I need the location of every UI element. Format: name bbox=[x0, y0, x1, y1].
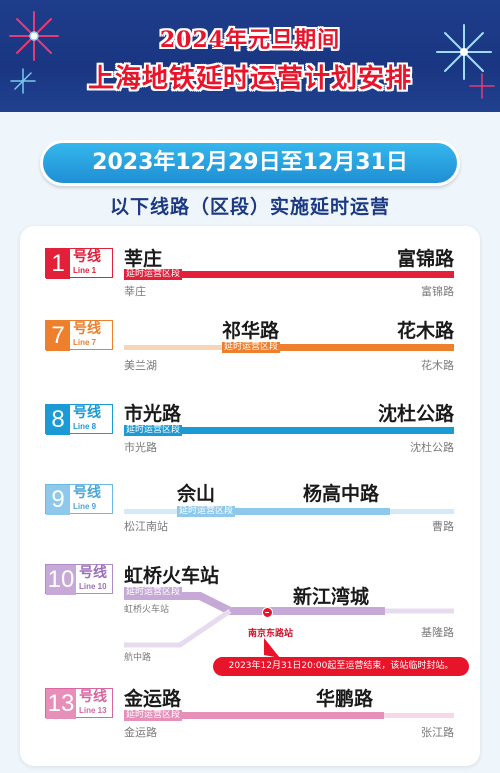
closed-station-icon bbox=[262, 607, 273, 618]
line13-full-route-bar bbox=[384, 713, 454, 718]
line10-terminus-end: 基隆路 bbox=[421, 626, 454, 639]
line10-extended-end-station: 新江湾城 bbox=[293, 586, 370, 608]
line13-extended-tag: 延时运营区段 bbox=[124, 710, 183, 721]
line7-extended-start-station: 祁华路 bbox=[222, 320, 280, 342]
line13-hao-xian: 号线 bbox=[79, 689, 107, 705]
line8-extended-bar bbox=[124, 427, 454, 434]
line13-badge: 13 号线 Line 13 bbox=[45, 688, 113, 719]
line10-badge: 10 号线 Line 10 bbox=[45, 564, 113, 595]
line10-branch-terminus: 航中路 bbox=[124, 653, 152, 663]
page-title-line1: 2024年元旦期间 bbox=[159, 27, 341, 53]
firework-decoration-left bbox=[9, 11, 59, 61]
line9-extended-bar bbox=[177, 508, 390, 515]
line13-terminus-start: 金运路 bbox=[124, 726, 157, 739]
line7-badge: 7 号线 Line 7 bbox=[45, 320, 113, 351]
line9-english: Line 9 bbox=[73, 502, 97, 511]
line9-hao-xian: 号线 bbox=[73, 485, 101, 501]
line10-number: 10 bbox=[46, 565, 76, 595]
line7-terminus-start: 美兰湖 bbox=[124, 359, 157, 372]
line7-extended-tag: 延时运营区段 bbox=[222, 342, 281, 353]
section-subtitle: 以下线路（区段）实施延时运营 bbox=[109, 196, 390, 218]
line10-english: Line 10 bbox=[79, 582, 107, 591]
line7-number: 7 bbox=[46, 321, 70, 351]
page-title-line2: 上海地铁延时运营计划安排 bbox=[87, 64, 412, 94]
line13-english: Line 13 bbox=[79, 706, 107, 715]
header-banner: 2024年元旦期间 上海地铁延时运营计划安排 bbox=[0, 0, 500, 112]
line9-badge: 9 号线 Line 9 bbox=[45, 484, 113, 515]
line1-terminus-end: 富锦路 bbox=[421, 285, 454, 298]
line1-extended-start-station: 莘庄 bbox=[124, 248, 163, 270]
line8-extended-start-station: 市光路 bbox=[124, 403, 182, 425]
line10-extended-start-station: 虹桥火车站 bbox=[124, 565, 220, 587]
line7-hao-xian: 号线 bbox=[73, 321, 101, 337]
line1-badge: 1 号线 Line 1 bbox=[45, 248, 113, 279]
line9-terminus-end: 曹路 bbox=[432, 520, 454, 533]
line9-extended-end-station: 杨高中路 bbox=[303, 483, 380, 505]
line8-terminus-end: 沈杜公路 bbox=[410, 441, 454, 454]
line13-extended-end-station: 华鹏路 bbox=[316, 688, 374, 710]
line8-english: Line 8 bbox=[73, 422, 97, 431]
line10-branch-pale-route bbox=[124, 608, 232, 648]
line13-extended-start-station: 金运路 bbox=[124, 688, 182, 710]
line8-hao-xian: 号线 bbox=[73, 405, 101, 421]
line8-extended-tag: 延时运营区段 bbox=[124, 425, 183, 436]
line8-badge: 8 号线 Line 8 bbox=[45, 404, 113, 435]
line9-full-route-bar-right bbox=[390, 509, 454, 514]
line10-extended-tag: 延时运营区段 bbox=[124, 587, 183, 598]
line1-number: 1 bbox=[46, 249, 70, 279]
line1-english: Line 1 bbox=[73, 266, 97, 275]
line7-terminus-end: 花木路 bbox=[421, 359, 454, 372]
line8-extended-end-station: 沈杜公路 bbox=[377, 403, 454, 425]
line10-terminus-start: 虹桥火车站 bbox=[124, 605, 170, 615]
line9-number: 9 bbox=[46, 485, 70, 515]
line7-english: Line 7 bbox=[73, 338, 97, 347]
firework-decoration-small-right bbox=[469, 73, 495, 99]
firework-decoration-right bbox=[436, 24, 492, 80]
line9-extended-tag: 延时运营区段 bbox=[177, 506, 236, 517]
line9-full-route-bar-left bbox=[124, 509, 178, 514]
closed-station-name: 南京东路站 bbox=[248, 629, 294, 639]
line1-hao-xian: 号线 bbox=[73, 249, 101, 265]
line10-hao-xian: 号线 bbox=[79, 565, 107, 581]
firework-decoration-small-left bbox=[10, 68, 36, 94]
line7-extended-end-station: 花木路 bbox=[396, 320, 454, 342]
line9-terminus-start: 松江南站 bbox=[124, 520, 168, 533]
line9-extended-start-station: 佘山 bbox=[177, 483, 216, 505]
line8-terminus-start: 市光路 bbox=[124, 441, 157, 454]
line1-extended-tag: 延时运营区段 bbox=[124, 269, 183, 280]
line1-extended-end-station: 富锦路 bbox=[396, 248, 454, 270]
line7-extended-bar bbox=[222, 344, 454, 351]
line8-number: 8 bbox=[46, 405, 70, 435]
line13-terminus-end: 张江路 bbox=[421, 726, 454, 739]
closure-notice: 2023年12月31日20:00起至运营结束，该站临时封站。 bbox=[213, 657, 469, 676]
line1-terminus-start: 莘庄 bbox=[124, 285, 146, 298]
line1-extended-bar bbox=[124, 271, 454, 278]
line13-extended-bar bbox=[124, 712, 384, 719]
line7-full-route-bar bbox=[124, 345, 224, 350]
line13-number: 13 bbox=[46, 689, 76, 719]
date-range-banner: 2023年12月29日至12月31日 bbox=[40, 140, 460, 186]
